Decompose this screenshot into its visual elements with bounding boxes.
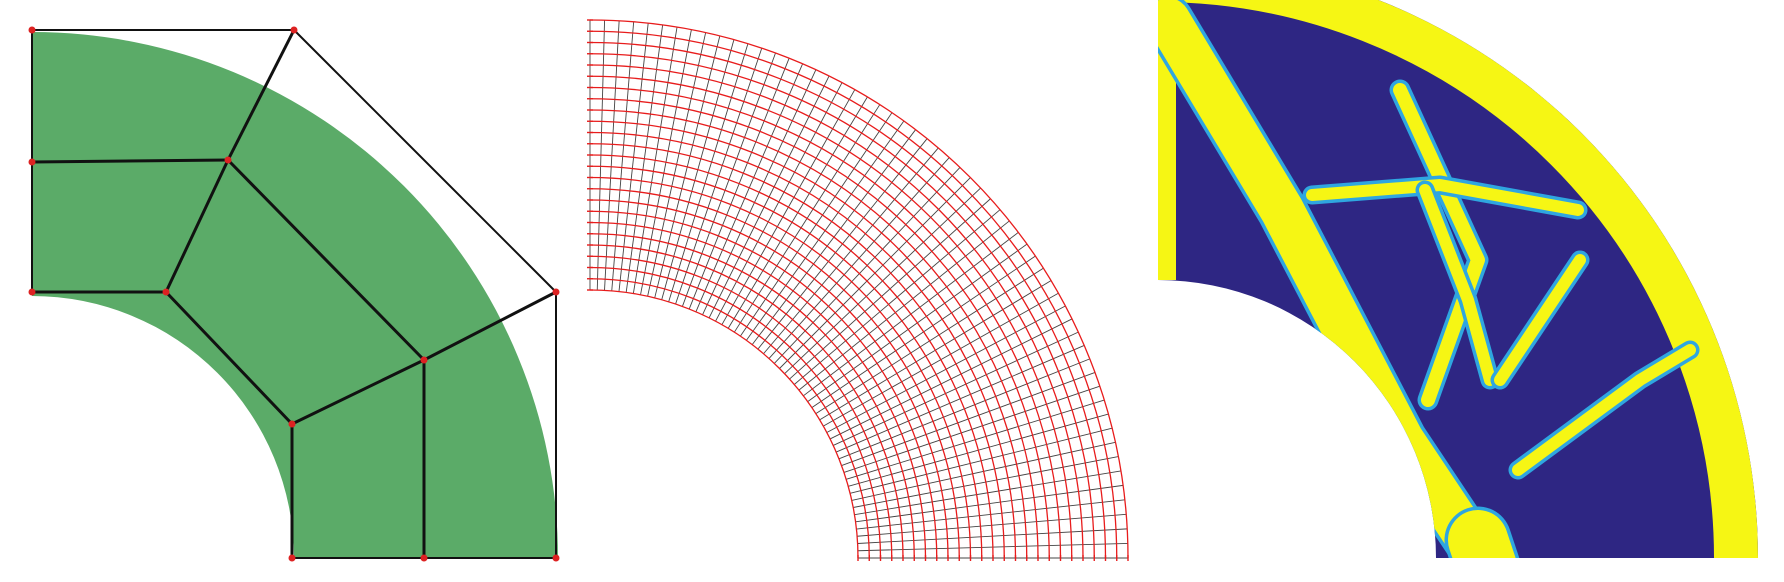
cross-member [1306,179,1584,216]
control-point [420,356,428,364]
mesh-arc [589,266,882,559]
control-point [28,158,36,166]
patch-edges [31,29,557,559]
mesh-arc [589,109,1039,559]
control-point [28,26,36,34]
mesh-arc [589,289,859,559]
control-point [224,156,232,164]
mesh-arc [589,30,1118,559]
quarter-annulus-region [32,32,558,558]
mesh-arc [589,41,1107,559]
patch-edge [226,158,426,362]
mesh-arc [589,210,938,559]
mesh-arc [589,199,949,559]
outer-rim-member [1158,0,1758,558]
mesh-arc [589,19,1129,559]
control-point [552,554,560,562]
mesh-arc [589,176,972,559]
mesh-arc [589,278,870,559]
right-branch-member [1494,254,1586,386]
control-point [290,26,298,34]
mesh-arc [589,154,994,559]
mesh-arc [589,221,927,559]
trunk-member [1448,510,1522,558]
mesh-arc [589,64,1084,559]
control-point [162,288,170,296]
solid-members [1158,0,1758,558]
patch-layout-panel [28,26,560,562]
control-point [288,420,296,428]
mesh-arc [589,53,1095,559]
patch-edge [226,29,296,161]
mesh-arc [589,143,1005,559]
lower-branch-member [1512,344,1696,476]
patch-edge [291,358,425,426]
upper-branch-member [1393,83,1485,407]
mesh-arc [589,244,904,559]
density-field-panel [1158,0,1758,558]
mesh-arc [589,75,1073,559]
patch-edge [423,290,557,362]
main-diagonal-member [1158,0,1514,558]
control-point [420,554,428,562]
patch-edge [293,29,557,293]
control-point [552,288,560,296]
patch-edge [31,158,229,164]
mesh-arc [589,120,1028,559]
mesh-panel [587,19,1129,561]
mesh-arc [589,165,983,559]
mesh-arc [589,86,1062,559]
patch-edge [164,159,230,293]
patch-edge [164,290,294,426]
mid-diagonal-member [1419,184,1496,386]
mesh-arc [589,98,1050,559]
control-points [28,26,560,562]
mesh-arc [589,188,960,559]
mesh-arc [589,131,1017,559]
mesh-arc [589,233,915,559]
mesh-arc [589,255,893,559]
control-point [28,288,36,296]
structured-mesh [587,19,1129,561]
control-point [288,554,296,562]
